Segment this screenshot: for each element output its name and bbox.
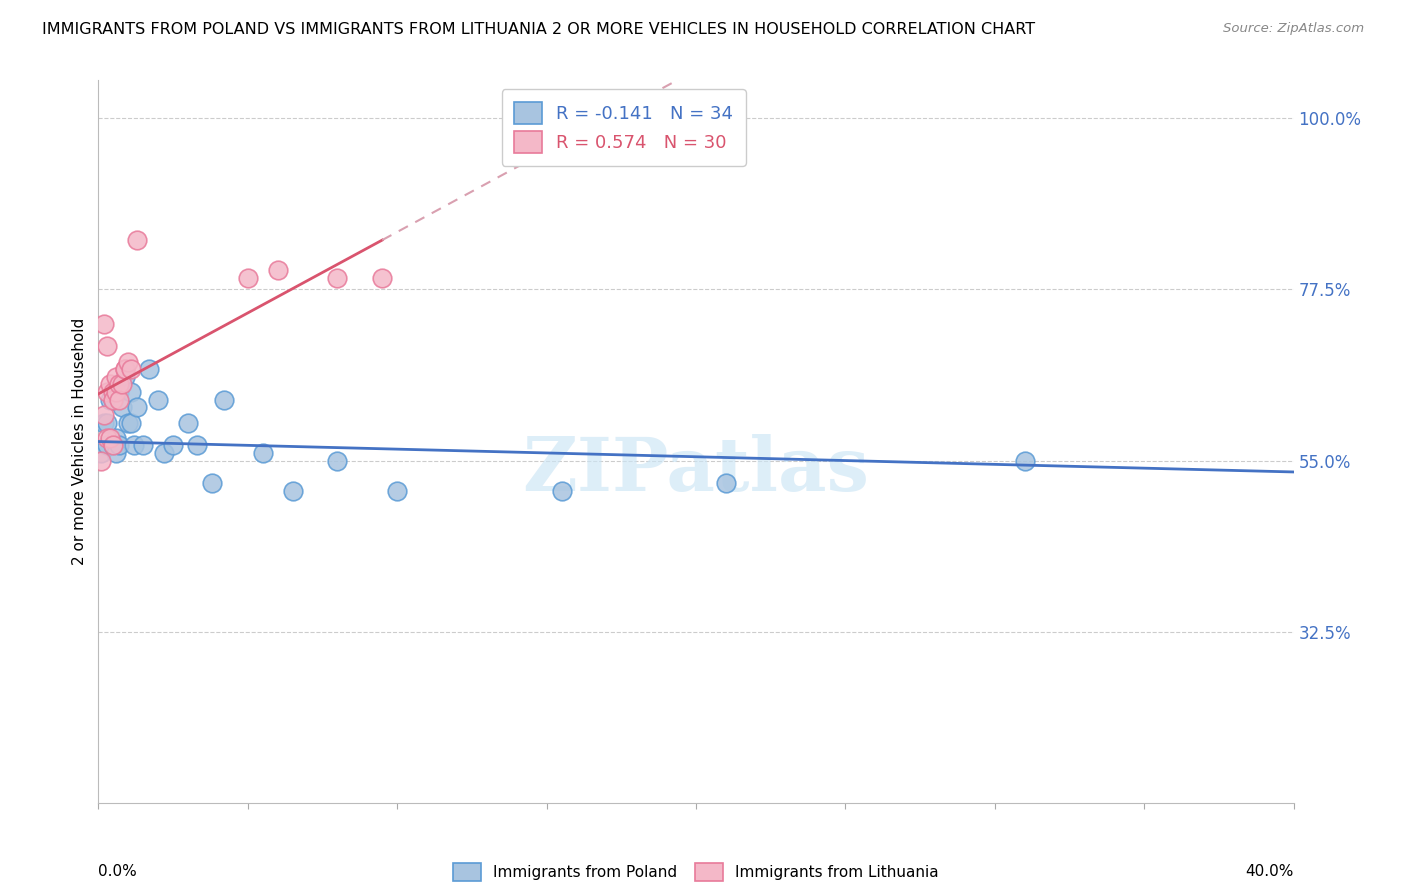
Point bbox=[103, 438, 125, 452]
Text: IMMIGRANTS FROM POLAND VS IMMIGRANTS FROM LITHUANIA 2 OR MORE VEHICLES IN HOUSEH: IMMIGRANTS FROM POLAND VS IMMIGRANTS FRO… bbox=[42, 22, 1035, 37]
Point bbox=[96, 431, 118, 445]
Point bbox=[212, 392, 235, 407]
Point bbox=[98, 392, 122, 407]
Point bbox=[105, 431, 128, 445]
Text: ZIPatlas: ZIPatlas bbox=[523, 434, 869, 507]
Point bbox=[103, 438, 125, 452]
Point bbox=[96, 416, 118, 430]
Point bbox=[153, 446, 176, 460]
Point bbox=[96, 438, 118, 452]
Point bbox=[138, 362, 160, 376]
Point bbox=[252, 446, 274, 460]
Point bbox=[236, 271, 259, 285]
Point bbox=[93, 416, 115, 430]
Point bbox=[98, 431, 122, 445]
Point bbox=[127, 401, 149, 415]
Point bbox=[120, 385, 142, 400]
Point bbox=[108, 438, 131, 452]
Point bbox=[120, 416, 142, 430]
Point bbox=[114, 362, 136, 376]
Point bbox=[105, 370, 128, 384]
Point bbox=[114, 362, 136, 376]
Point bbox=[371, 271, 394, 285]
Point bbox=[105, 446, 128, 460]
Point bbox=[177, 416, 200, 430]
Point bbox=[124, 438, 146, 452]
Text: 0.0%: 0.0% bbox=[98, 864, 138, 880]
Legend: Immigrants from Poland, Immigrants from Lithuania: Immigrants from Poland, Immigrants from … bbox=[446, 855, 946, 889]
Point bbox=[93, 408, 115, 422]
Point bbox=[103, 392, 125, 407]
Point bbox=[186, 438, 208, 452]
Point bbox=[103, 385, 125, 400]
Point bbox=[1014, 453, 1036, 467]
Point bbox=[148, 392, 170, 407]
Point bbox=[201, 476, 224, 491]
Point bbox=[117, 354, 139, 368]
Point bbox=[96, 339, 118, 353]
Point bbox=[111, 401, 134, 415]
Point bbox=[326, 271, 349, 285]
Point bbox=[127, 233, 149, 247]
Point bbox=[326, 453, 349, 467]
Point bbox=[90, 453, 112, 467]
Point bbox=[114, 370, 136, 384]
Point bbox=[105, 385, 128, 400]
Point bbox=[111, 377, 134, 392]
Point bbox=[90, 446, 112, 460]
Point bbox=[96, 385, 118, 400]
Point bbox=[108, 385, 131, 400]
Point bbox=[103, 392, 125, 407]
Point bbox=[108, 377, 131, 392]
Point bbox=[281, 483, 304, 498]
Point bbox=[98, 377, 122, 392]
Point bbox=[120, 362, 142, 376]
Text: Source: ZipAtlas.com: Source: ZipAtlas.com bbox=[1223, 22, 1364, 36]
Point bbox=[385, 483, 409, 498]
Y-axis label: 2 or more Vehicles in Household: 2 or more Vehicles in Household bbox=[72, 318, 87, 566]
Point bbox=[132, 438, 155, 452]
Point bbox=[108, 392, 131, 407]
Point bbox=[267, 263, 290, 277]
Point bbox=[714, 476, 737, 491]
Point bbox=[117, 416, 139, 430]
Text: 40.0%: 40.0% bbox=[1246, 864, 1294, 880]
Point bbox=[550, 483, 572, 498]
Point bbox=[162, 438, 184, 452]
Point bbox=[93, 317, 115, 331]
